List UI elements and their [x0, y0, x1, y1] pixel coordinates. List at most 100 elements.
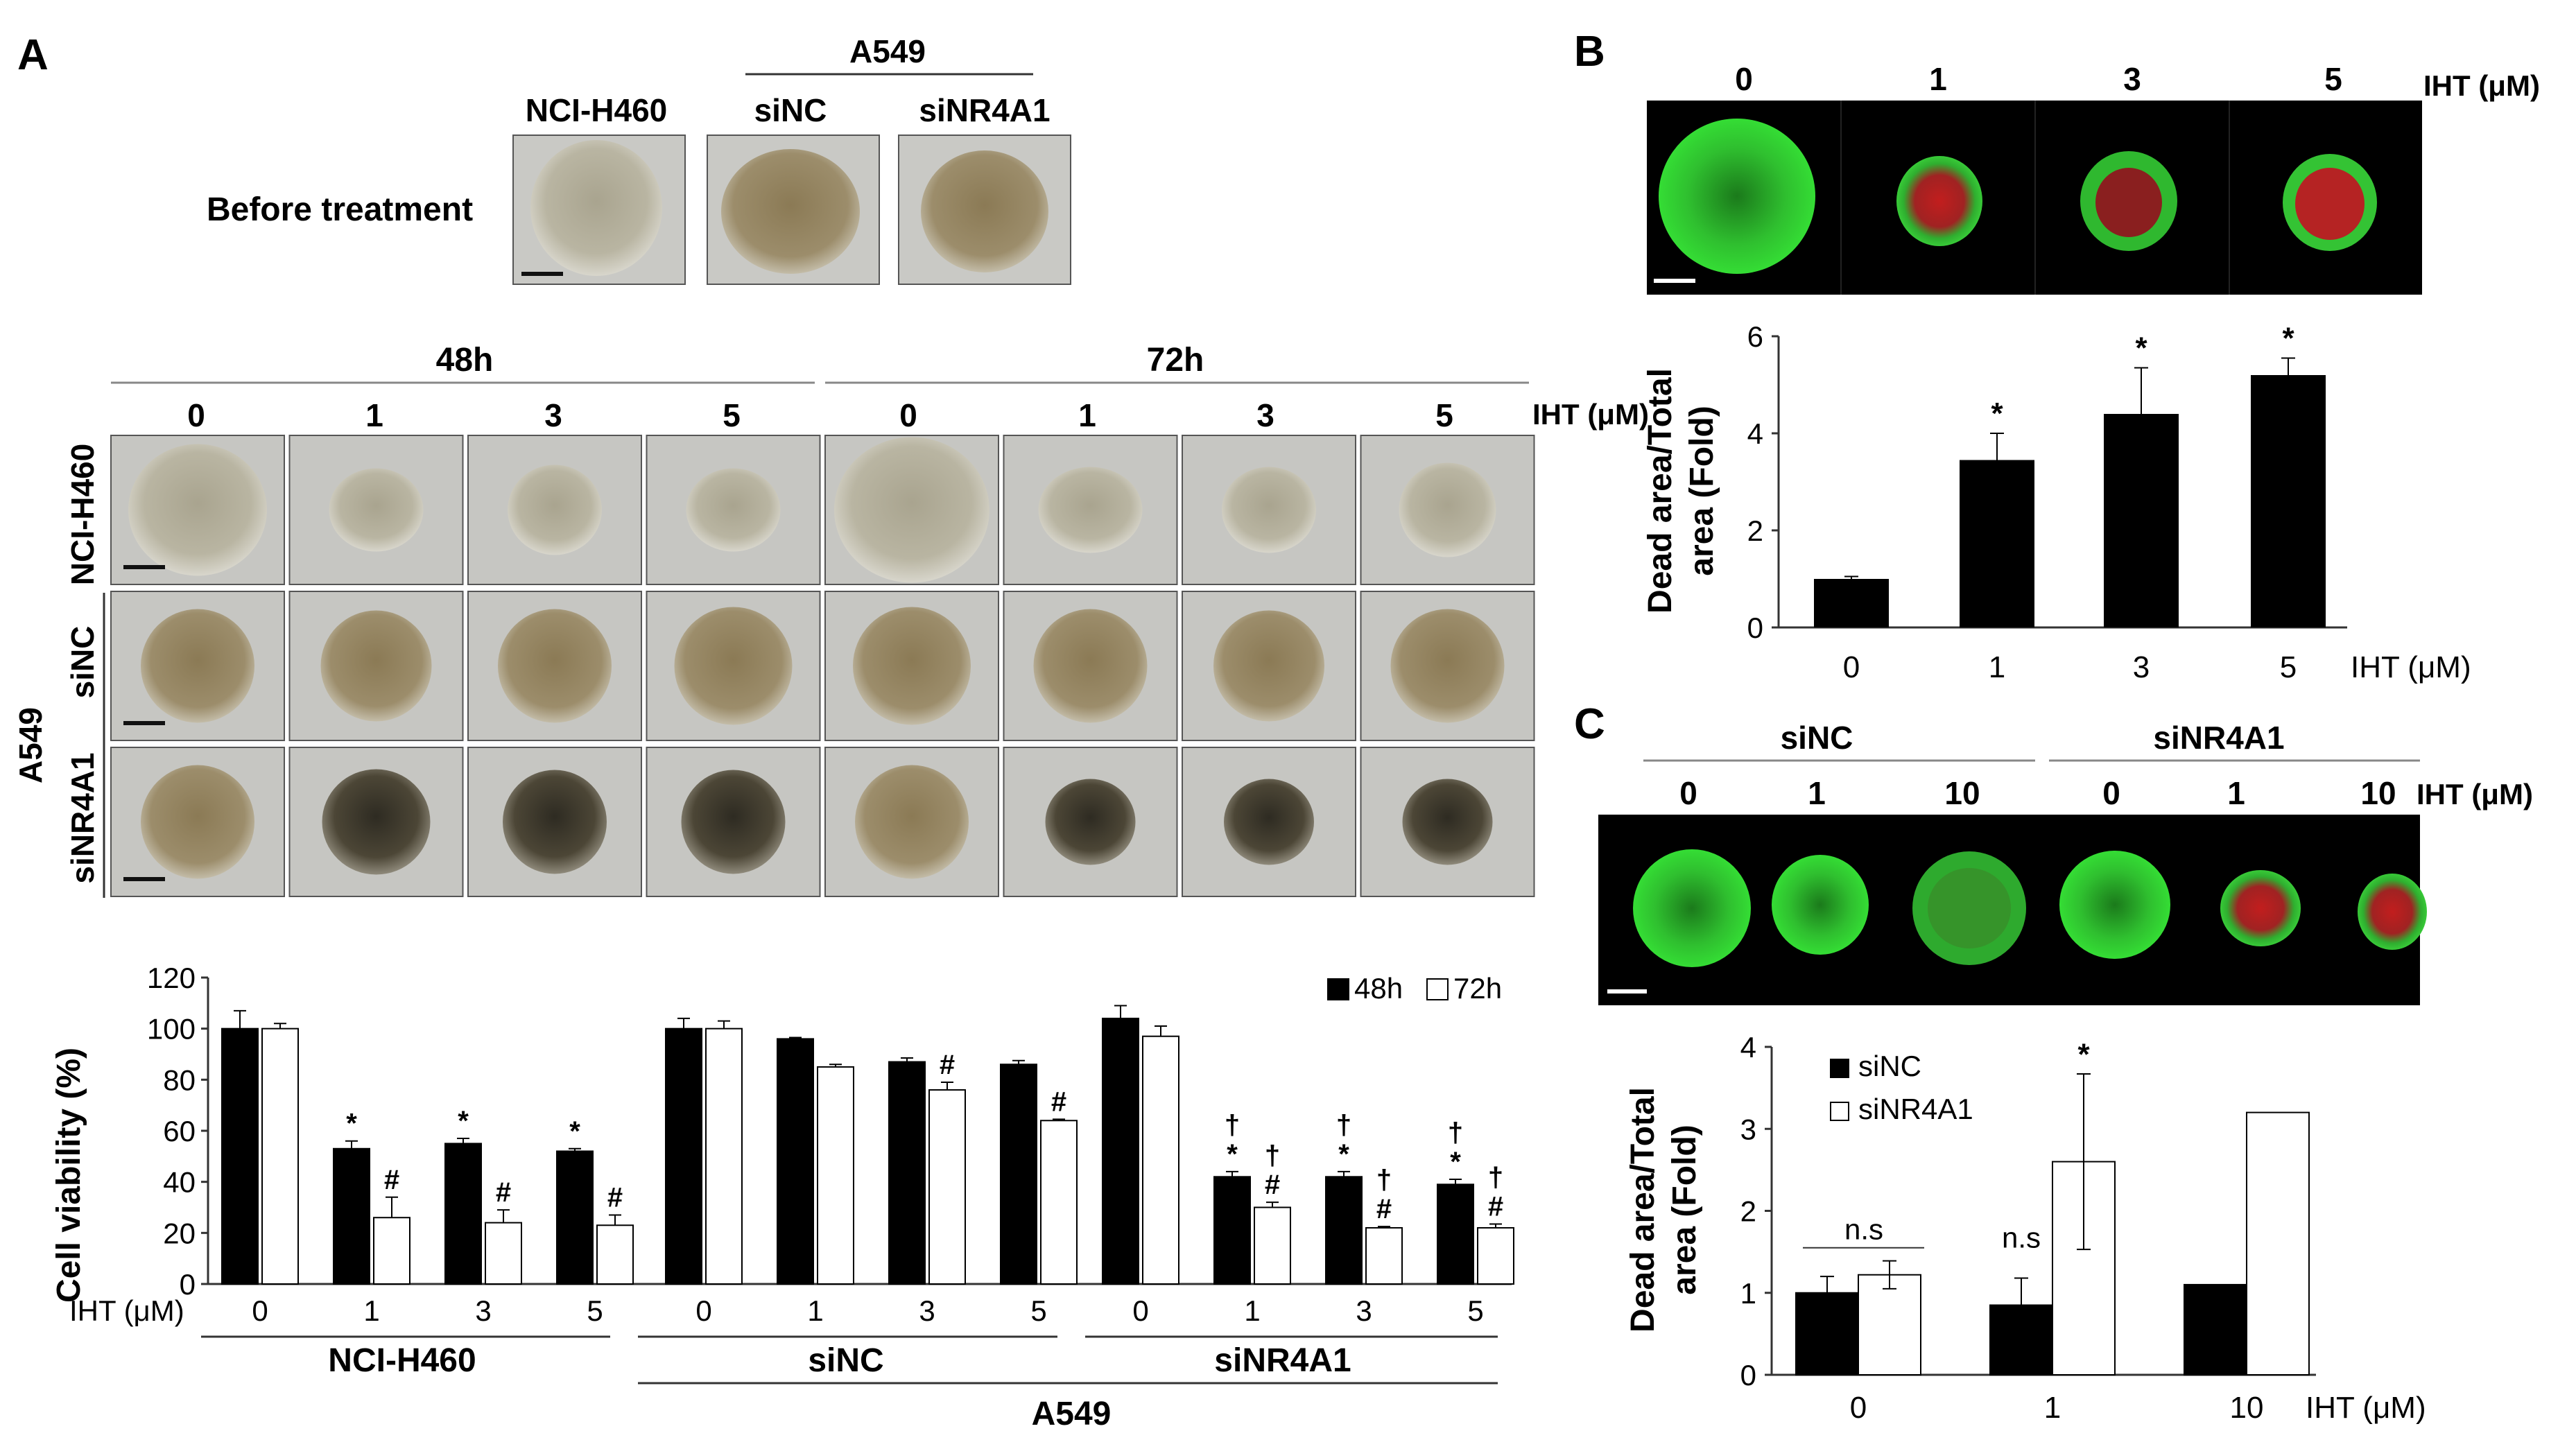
spheroid [853, 607, 971, 725]
x-tick-label: 0 [695, 1294, 711, 1327]
spheroid [141, 609, 254, 723]
x-tick-label: 0 [1132, 1294, 1148, 1327]
group-label-a549: A549 [1032, 1396, 1112, 1432]
bar-siNR4A1 [2246, 1111, 2310, 1376]
x-tick-label: 3 [1356, 1294, 1372, 1327]
dose-48-0: 0 [187, 397, 205, 433]
b-dose-5: 5 [2324, 61, 2342, 97]
x-prefix-iht: IHT (μM) [69, 1294, 184, 1327]
row-label-sinr4a1: siNR4A1 [64, 752, 101, 883]
bar-48h [444, 1143, 482, 1285]
spheroid [855, 765, 969, 879]
spheroid [834, 437, 989, 583]
y-tick-label: 60 [163, 1115, 196, 1147]
bar-48h [221, 1027, 259, 1285]
bar-72h [817, 1066, 854, 1285]
dose-72-5: 5 [1435, 397, 1453, 433]
bar-72h [261, 1027, 299, 1285]
y-tick-label: 4 [1740, 1031, 1756, 1064]
panel-letter-b: B [1574, 28, 1605, 76]
spheroid [1045, 779, 1136, 865]
significance-mark: * [1450, 1147, 1461, 1177]
y-tick-label: 40 [163, 1166, 196, 1199]
before-treatment-images [512, 135, 1071, 285]
panel-a: A A549 NCI-H460 siNC siNR4A1 Before trea… [12, 31, 1649, 1432]
bar-48h [1000, 1064, 1037, 1285]
spheroid [498, 609, 612, 723]
significance-mark: * [2135, 331, 2147, 365]
ns-label: n.s [2002, 1222, 2041, 1254]
before-sinr4a1-label: siNR4A1 [919, 92, 1050, 128]
before-h460-label: NCI-H460 [526, 92, 668, 128]
c-x-unit: IHT (μM) [2306, 1391, 2426, 1425]
significance-mark: † [1376, 1165, 1392, 1195]
significance-mark: * [569, 1116, 580, 1147]
b-dose-1: 1 [1929, 61, 1947, 97]
x-tick-label: 3 [2133, 650, 2150, 684]
c-dose-10b: 10 [2360, 775, 2396, 811]
panel-letter-a: A [17, 31, 49, 79]
c-ylabel-line1: Dead area/Total [1625, 1087, 1661, 1333]
viability-legend: 48h 72h [1327, 972, 1502, 1005]
bar-48h [1102, 1017, 1139, 1285]
significance-mark: * [1338, 1139, 1349, 1170]
fluorescence-images-b [1647, 101, 2422, 295]
bar-siNR4A1 [1858, 1274, 1921, 1376]
bar [1814, 579, 1889, 627]
group-label-sinr4a1: siNR4A1 [1214, 1342, 1351, 1379]
y-tick-label: 4 [1747, 417, 1763, 450]
b-ylabel-line2: area (Fold) [1684, 406, 1720, 575]
legend-48h-label: 48h [1354, 972, 1403, 1005]
x-tick-label: 5 [587, 1294, 603, 1327]
panel-c: C siNC siNR4A1 0 1 10 0 1 10 IHT (μM) 01… [1574, 700, 2533, 1425]
dose-72-1: 1 [1078, 397, 1096, 433]
significance-mark: † [1265, 1140, 1280, 1171]
header-48h: 48h [436, 342, 494, 379]
spheroid [141, 765, 254, 879]
c-dose-1a: 1 [1808, 775, 1826, 811]
significance-mark: # [384, 1165, 399, 1195]
spheroid [686, 468, 781, 552]
b-dose-unit: IHT (μM) [2423, 69, 2540, 102]
c-dose-unit: IHT (μM) [2417, 778, 2533, 810]
dose-48-5: 5 [723, 397, 741, 433]
legend-48h-swatch [1327, 978, 1349, 1000]
bar-72h [705, 1027, 743, 1285]
spheroid [681, 770, 786, 874]
c-dose-10a: 10 [1944, 775, 1980, 811]
x-tick-label: 1 [1989, 650, 2005, 684]
c-legend: siNC siNR4A1 [1830, 1050, 1973, 1125]
b-dose-0: 0 [1735, 61, 1753, 97]
spheroid-image-grid [110, 435, 1535, 897]
row-label-sinc: siNC [64, 626, 101, 699]
dose-unit-a: IHT (μM) [1532, 398, 1649, 431]
significance-mark: # [1376, 1194, 1392, 1224]
spheroid [1402, 779, 1493, 865]
header-72h: 72h [1147, 342, 1204, 379]
viability-ylabel: Cell viability (%) [51, 1048, 87, 1303]
spheroid [508, 465, 602, 555]
dose-72-0: 0 [899, 397, 917, 433]
c-legend-sinr4a1-swatch [1830, 1102, 1849, 1121]
y-tick-label: 3 [1740, 1113, 1756, 1145]
significance-mark: † [1488, 1162, 1503, 1192]
b-dose-3: 3 [2123, 61, 2141, 97]
spheroid [128, 444, 267, 576]
legend-72h-label: 72h [1453, 972, 1502, 1005]
spheroid [1399, 462, 1496, 557]
x-tick-label: 1 [1244, 1294, 1260, 1327]
x-tick-label: 1 [2044, 1391, 2061, 1425]
before-sinc-label: siNC [754, 92, 827, 128]
significance-mark: * [1227, 1139, 1238, 1170]
bar-48h [888, 1061, 926, 1285]
c-group-sinc: siNC [1781, 720, 1853, 756]
bar-48h [1325, 1176, 1363, 1285]
spheroid [329, 468, 424, 552]
x-tick-label: 0 [252, 1294, 268, 1327]
bar-72h [1040, 1120, 1078, 1285]
bar-48h [777, 1038, 814, 1285]
y-tick-label: 0 [180, 1268, 196, 1301]
panel-letter-c: C [1574, 700, 1605, 748]
spheroid [1038, 467, 1143, 553]
bar-48h [1437, 1183, 1474, 1285]
